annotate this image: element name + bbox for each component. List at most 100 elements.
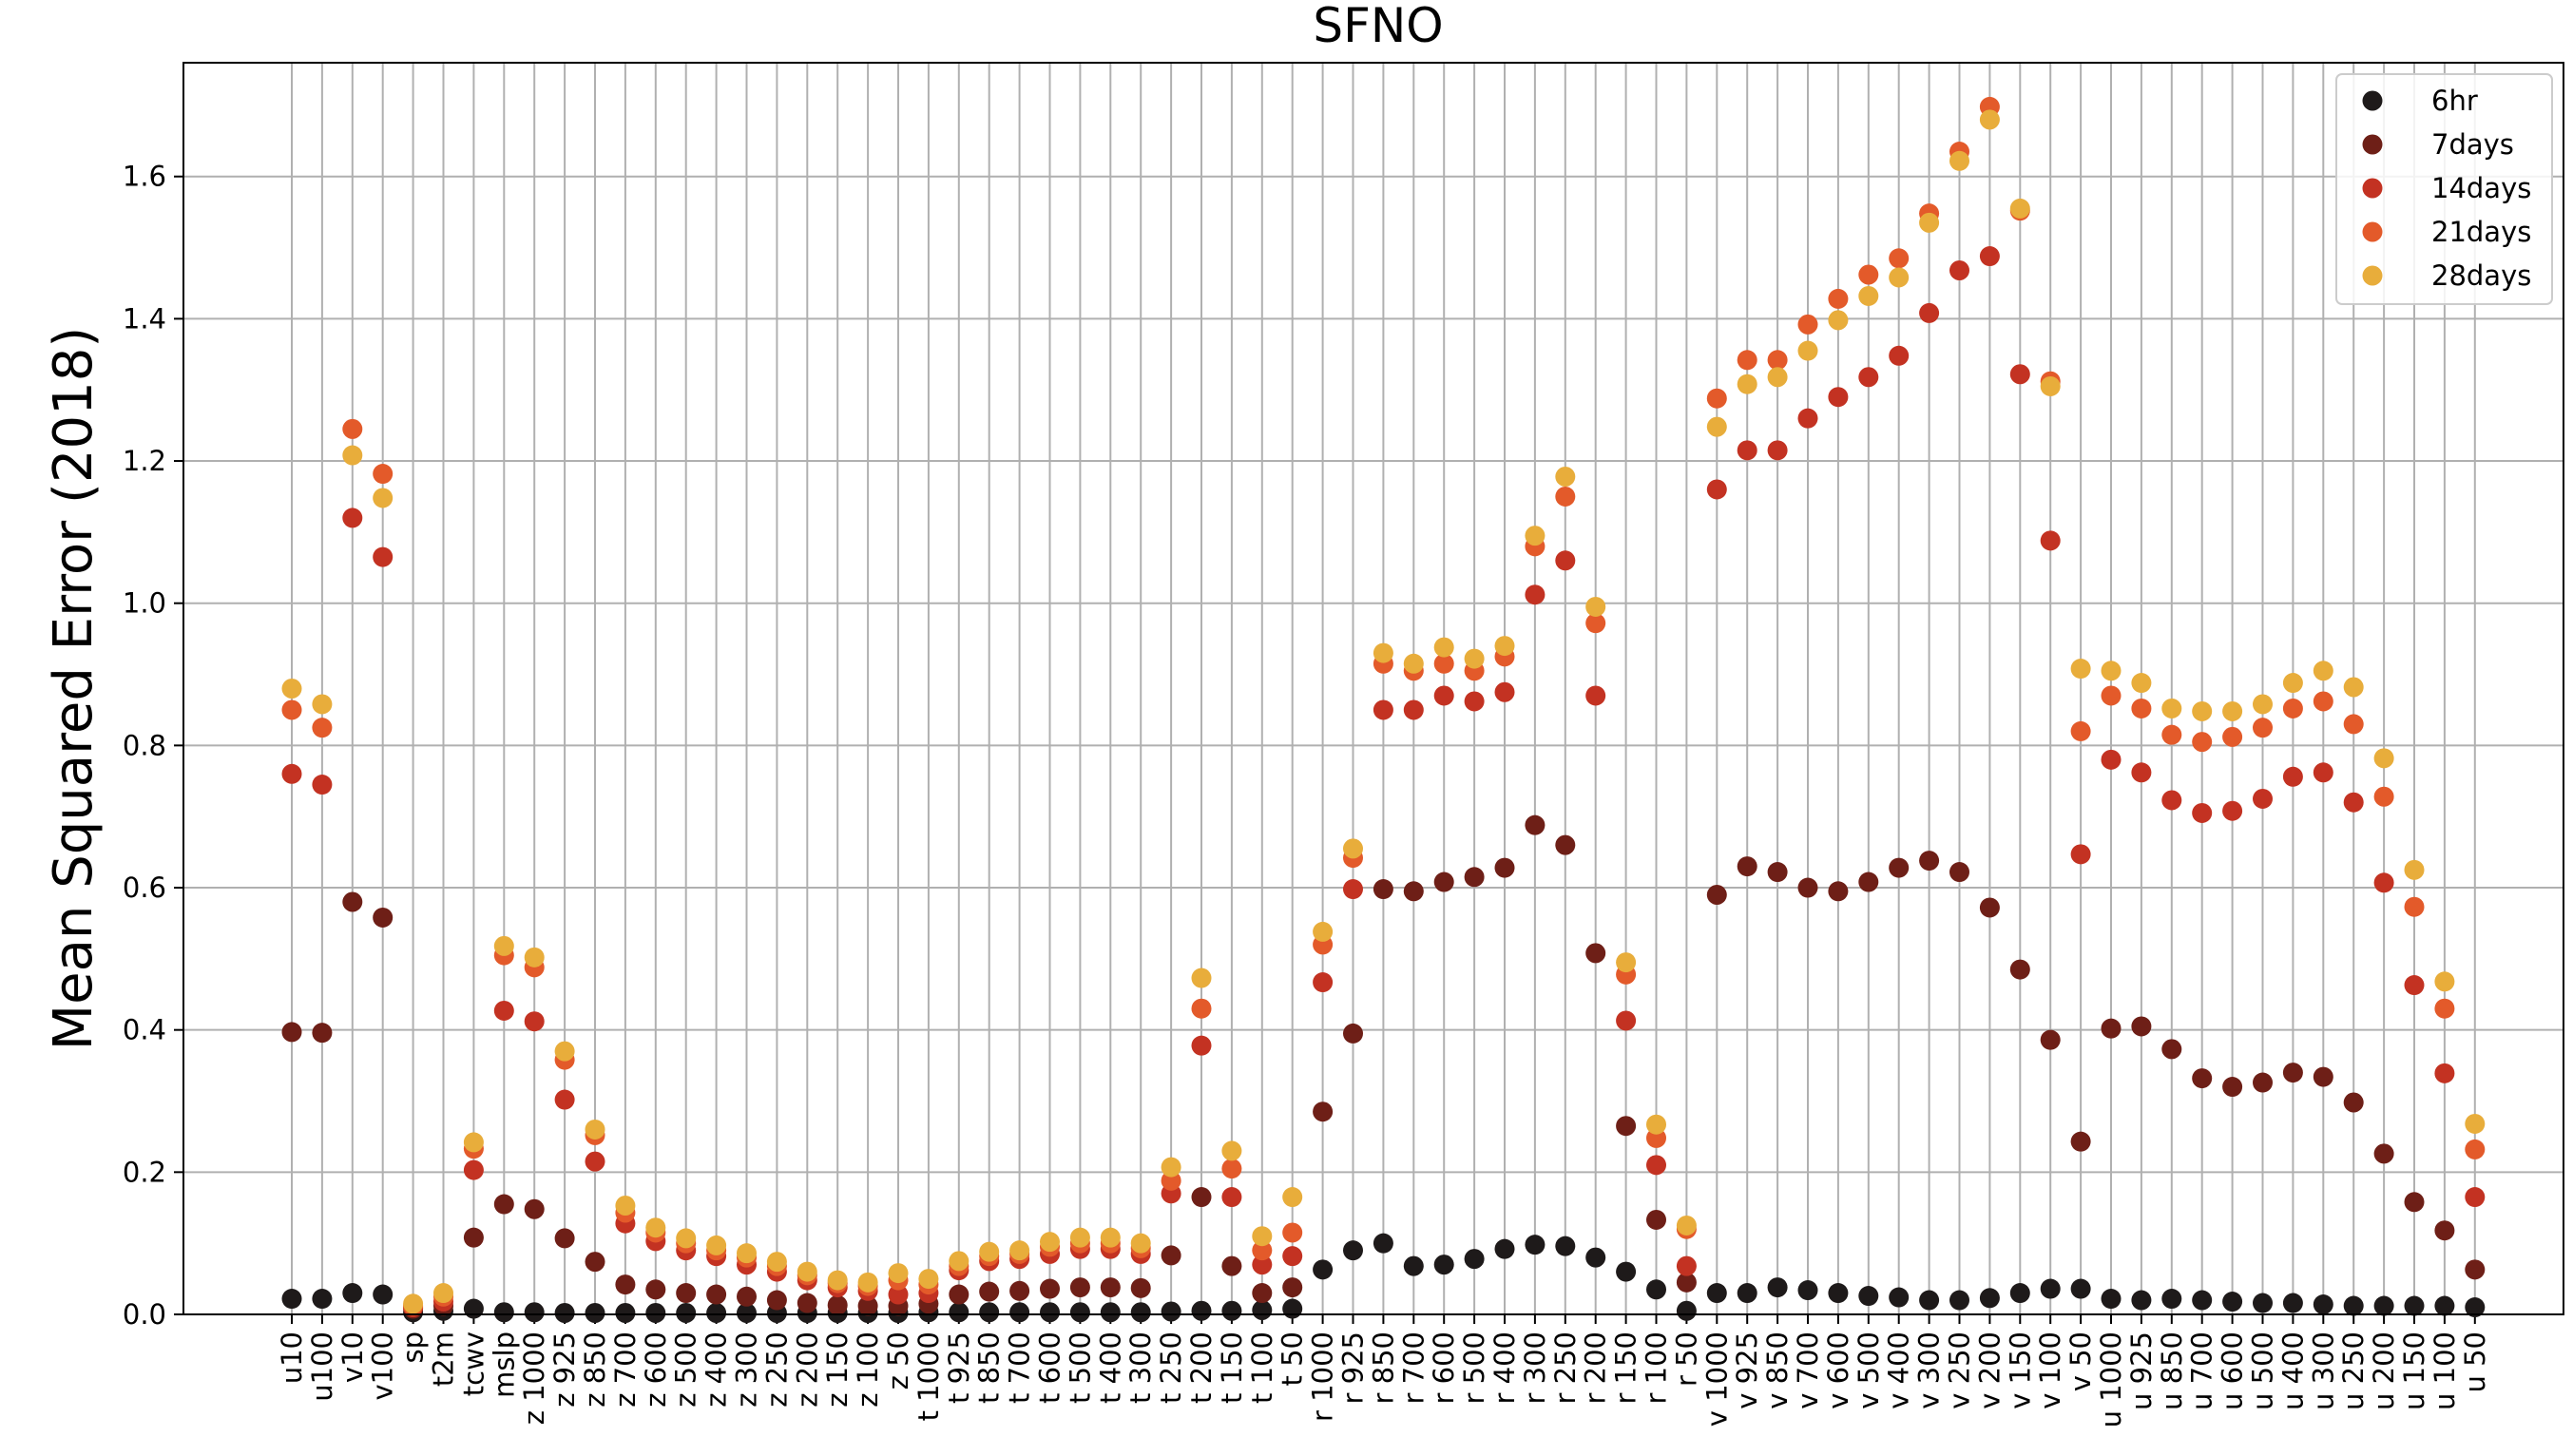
x-tick-label: t 50 — [1277, 1331, 1309, 1387]
data-point-14days — [585, 1151, 605, 1172]
data-point-14days — [1919, 302, 1940, 323]
data-point-6hr — [1525, 1235, 1546, 1255]
data-point-28days — [1040, 1232, 1060, 1253]
data-point-28days — [676, 1228, 697, 1249]
data-point-21days — [2313, 691, 2333, 712]
x-tick-label: v 50 — [2064, 1331, 2097, 1391]
data-points — [281, 96, 2486, 1324]
x-tick-label: r 600 — [1428, 1331, 1460, 1405]
data-point-6hr — [2222, 1292, 2243, 1312]
data-point-6hr — [2313, 1294, 2333, 1315]
data-point-6hr — [2131, 1290, 2152, 1311]
y-tick-label: 1.2 — [123, 445, 166, 477]
legend: 6hr 7days 14days 21days 28days — [2335, 73, 2553, 305]
data-point-7days — [2040, 1029, 2061, 1050]
data-point-28days — [373, 488, 394, 508]
data-point-28days — [2161, 698, 2182, 718]
data-point-14days — [2131, 762, 2152, 783]
data-point-7days — [2131, 1016, 2152, 1037]
legend-label-6hr: 6hr — [2431, 85, 2478, 117]
data-point-7days — [1252, 1283, 1273, 1304]
data-point-7days — [2373, 1143, 2394, 1164]
data-point-14days — [1616, 1010, 1637, 1031]
data-point-6hr — [1403, 1255, 1424, 1276]
data-point-14days — [1494, 681, 1515, 702]
data-point-28days — [827, 1270, 848, 1291]
data-point-28days — [1313, 921, 1334, 942]
data-point-6hr — [1616, 1261, 1637, 1282]
data-point-14days — [1525, 584, 1546, 605]
data-point-21days — [281, 699, 302, 720]
x-tick-label: u 1000 — [2095, 1331, 2127, 1427]
data-point-28days — [554, 1041, 575, 1062]
data-point-28days — [1100, 1227, 1121, 1248]
data-point-28days — [281, 679, 302, 699]
x-tick-label: z 150 — [821, 1331, 854, 1408]
data-point-28days — [1616, 952, 1637, 973]
data-point-14days — [1797, 408, 1818, 429]
x-tick-label: t2m — [428, 1331, 460, 1387]
data-point-14days — [1706, 479, 1727, 500]
data-point-28days — [1161, 1157, 1181, 1178]
x-tick-label: u 200 — [2368, 1331, 2400, 1410]
data-point-14days — [2161, 790, 2182, 811]
grid-lines — [183, 63, 2563, 1315]
y-tick-label: 0.8 — [123, 729, 166, 761]
x-tick-label: t 700 — [1004, 1331, 1036, 1404]
data-point-7days — [524, 1198, 545, 1219]
data-point-21days — [2070, 720, 2091, 741]
data-point-6hr — [645, 1303, 666, 1324]
data-point-6hr — [1191, 1300, 1212, 1321]
data-point-6hr — [1949, 1290, 1969, 1311]
data-point-6hr — [1069, 1302, 1090, 1323]
data-point-14days — [1464, 691, 1485, 712]
data-point-21days — [1858, 264, 1879, 285]
data-point-28days — [645, 1217, 666, 1238]
data-point-21days — [2101, 685, 2122, 706]
data-point-14days — [1433, 685, 1454, 706]
data-point-7days — [676, 1283, 697, 1304]
data-point-28days — [2131, 673, 2152, 694]
data-point-6hr — [2343, 1295, 2364, 1316]
x-tick-label: v 100 — [2034, 1331, 2066, 1409]
data-point-7days — [1525, 814, 1546, 835]
data-point-6hr — [2161, 1289, 2182, 1310]
data-point-6hr — [676, 1303, 697, 1324]
legend-marker-14days — [2362, 178, 2383, 199]
data-point-7days — [1130, 1277, 1151, 1298]
data-point-28days — [1403, 653, 1424, 674]
data-point-14days — [312, 775, 333, 795]
data-point-6hr — [585, 1303, 605, 1324]
data-point-28days — [857, 1272, 878, 1293]
data-point-14days — [1585, 685, 1606, 706]
x-tick-label: u 300 — [2307, 1331, 2339, 1410]
data-point-6hr — [1313, 1259, 1334, 1280]
data-point-21days — [373, 464, 394, 485]
data-point-14days — [888, 1284, 909, 1305]
data-point-28days — [1343, 838, 1363, 859]
legend-label-28days: 28days — [2431, 259, 2531, 292]
data-point-21days — [1282, 1222, 1303, 1243]
data-point-14days — [281, 763, 302, 784]
data-point-7days — [827, 1294, 848, 1315]
data-point-6hr — [2373, 1295, 2394, 1316]
x-tick-label: r 50 — [1670, 1331, 1702, 1387]
data-point-6hr — [1433, 1255, 1454, 1275]
data-point-7days — [857, 1295, 878, 1316]
data-point-7days — [2434, 1220, 2455, 1241]
data-point-7days — [1343, 1023, 1363, 1044]
x-tick-label: z 700 — [609, 1331, 642, 1408]
data-point-28days — [949, 1251, 970, 1272]
data-point-6hr — [1040, 1302, 1060, 1323]
data-point-21days — [1737, 350, 1757, 371]
data-point-28days — [2465, 1113, 2486, 1134]
data-point-7days — [2009, 959, 2030, 980]
data-point-28days — [2404, 859, 2425, 880]
data-point-28days — [615, 1196, 636, 1217]
data-point-6hr — [493, 1302, 514, 1323]
data-point-6hr — [706, 1303, 727, 1324]
data-point-7days — [979, 1281, 1000, 1302]
data-point-28days — [2434, 971, 2455, 992]
x-tick-label: v 200 — [1973, 1331, 2006, 1409]
